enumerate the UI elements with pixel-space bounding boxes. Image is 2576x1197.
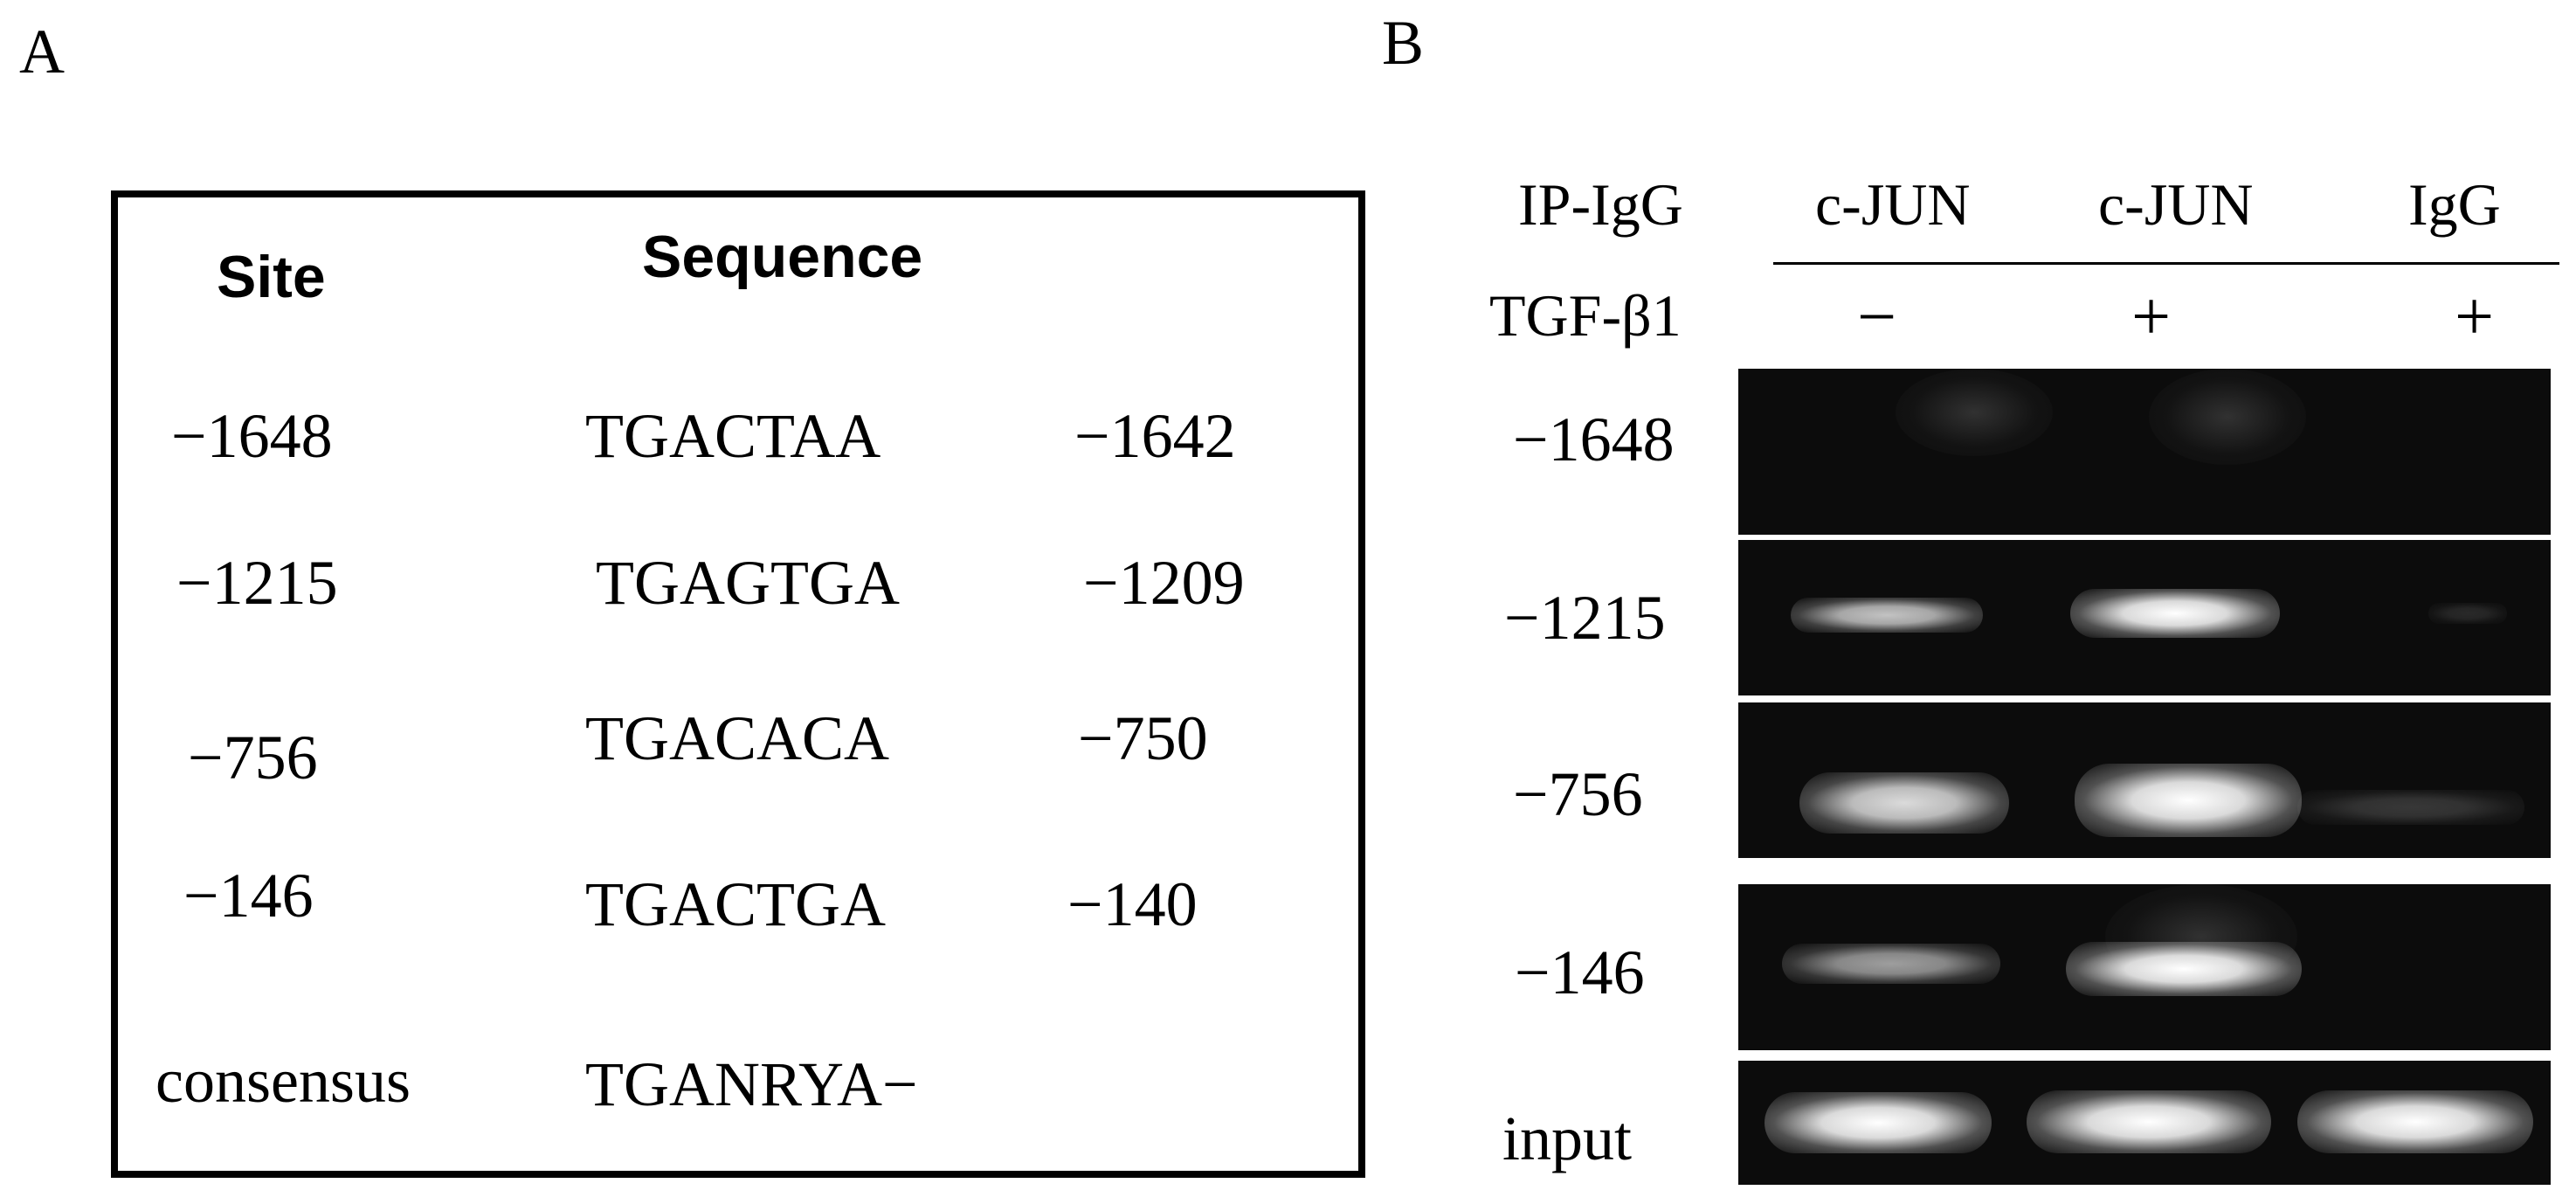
- gel-band: [2149, 369, 2306, 465]
- gel-row-label: −756: [1513, 759, 1643, 829]
- ip-lane-label: IgG: [2408, 171, 2501, 238]
- row-site: −146: [183, 861, 314, 931]
- ip-lane-label: c-JUN: [1815, 171, 1971, 238]
- header-sequence: Sequence: [642, 224, 923, 290]
- header-divider: [1773, 262, 2559, 265]
- row-site: −756: [188, 723, 318, 792]
- ip-lane-label: c-JUN: [2098, 171, 2254, 238]
- row-end: −750: [1078, 703, 1208, 773]
- gel-band: [2066, 942, 2302, 996]
- tgf-lane-sign: +: [2455, 279, 2495, 356]
- row-sequence: TGACTGA: [585, 869, 886, 939]
- gel-row-label: −1648: [1513, 405, 1675, 474]
- row-site: −1215: [176, 548, 338, 618]
- gel-strip: [1738, 540, 2551, 695]
- tgf-lane-sign: +: [2131, 279, 2172, 356]
- gel-band: [2428, 603, 2507, 624]
- gel-row-label: −1215: [1504, 583, 1666, 653]
- gel-strip: [1738, 1061, 2551, 1185]
- gel-band: [2070, 589, 2280, 638]
- row-end: −140: [1067, 869, 1198, 939]
- row-site: −1648: [171, 401, 333, 471]
- gel-strip: [1738, 702, 2551, 858]
- gel-band: [1799, 772, 2009, 834]
- gel-strip: [1738, 884, 2551, 1050]
- row-end: −1209: [1083, 548, 1245, 618]
- ip-row-label: IP-IgG: [1518, 171, 1683, 238]
- site-sequence-table: [111, 190, 1365, 1178]
- panel-b-label: B: [1382, 8, 1425, 78]
- header-site: Site: [217, 244, 326, 310]
- gel-strip: [1738, 369, 2551, 535]
- row-end: −1642: [1074, 401, 1236, 471]
- row-sequence: TGAGTGA: [596, 548, 900, 618]
- gel-band: [2297, 1090, 2533, 1153]
- gel-band: [1791, 598, 1983, 633]
- row-site: consensus: [155, 1046, 411, 1116]
- gel-band: [2027, 1090, 2271, 1153]
- tgf-lane-sign: −: [1857, 279, 1897, 356]
- gel-band: [2075, 764, 2302, 837]
- row-sequence: TGACACA: [585, 703, 890, 773]
- gel-band: [1782, 944, 2000, 984]
- tgf-row-label: TGF-β1: [1489, 282, 1682, 349]
- gel-band: [1765, 1092, 1992, 1153]
- gel-row-label: −146: [1515, 938, 1645, 1007]
- gel-band: [2297, 790, 2524, 825]
- row-sequence: TGANRYA−: [585, 1049, 918, 1119]
- row-sequence: TGACTAA: [585, 401, 881, 471]
- gel-band: [1896, 369, 2053, 456]
- gel-row-label: input: [1502, 1104, 1633, 1173]
- panel-a-label: A: [19, 17, 65, 86]
